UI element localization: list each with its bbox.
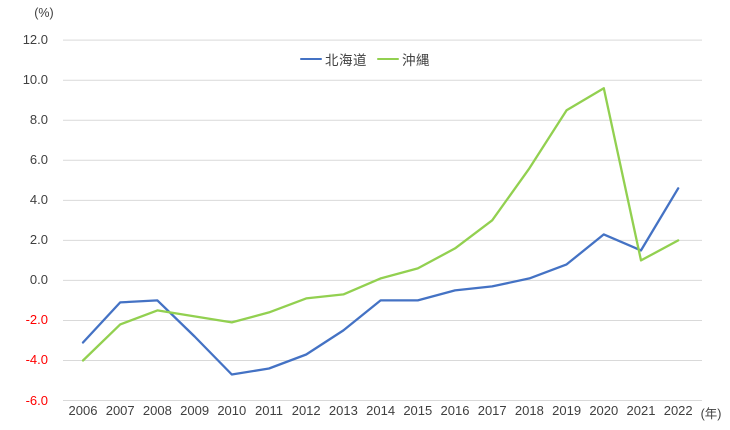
y-tick-label: 0.0 (29, 272, 48, 288)
x-tick-label: 2007 (105, 403, 135, 418)
x-tick-label: 2021 (626, 403, 656, 418)
y-tick-label: 8.0 (29, 112, 48, 128)
x-tick-label: 2013 (328, 403, 358, 418)
series-line-沖縄 (81, 87, 680, 362)
x-tick-label: 2017 (477, 403, 507, 418)
y-tick-label: 10.0 (22, 72, 48, 88)
x-tick-label: 2022 (663, 403, 693, 418)
series-line-北海道 (81, 187, 680, 376)
y-tick-label: 12.0 (22, 32, 48, 48)
x-tick-label: 2020 (589, 403, 619, 418)
x-tick-label: 2019 (552, 403, 582, 418)
x-tick-label: 2011 (255, 403, 283, 418)
x-axis-unit-label: (年) (700, 407, 722, 421)
y-tick-label: 2.0 (29, 232, 48, 248)
x-tick-label: 2016 (440, 403, 470, 418)
y-tick-label: -6.0 (25, 392, 48, 408)
x-tick-label: 2009 (180, 403, 210, 418)
y-tick-label: 4.0 (29, 192, 48, 208)
y-axis-unit-label: (%) (34, 6, 54, 20)
y-tick-label: 6.0 (29, 152, 48, 168)
x-tick-label: 2012 (291, 403, 321, 418)
x-tick-label: 2014 (366, 403, 396, 418)
y-tick-label: -4.0 (25, 352, 48, 368)
x-tick-label: 2008 (142, 403, 172, 418)
y-tick-label: -2.0 (25, 312, 48, 328)
x-tick-label: 2015 (403, 403, 433, 418)
x-tick-label: 2018 (514, 403, 544, 418)
x-tick-label: 2010 (217, 403, 247, 418)
x-tick-label: 2006 (68, 403, 98, 418)
